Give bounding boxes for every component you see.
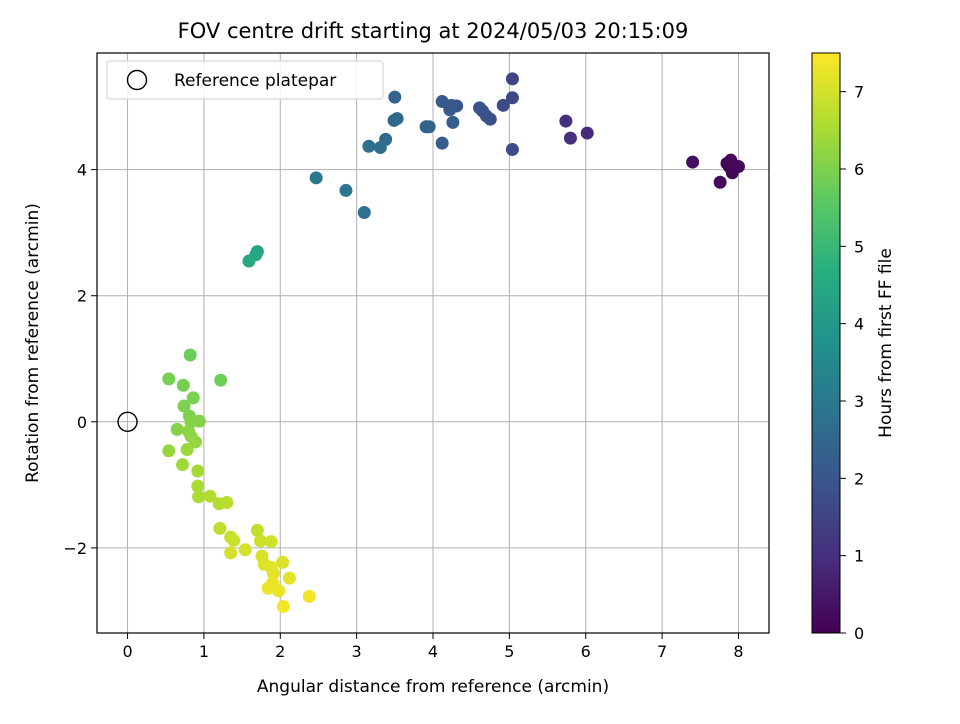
y-axis-label: Rotation from reference (arcmin) <box>23 203 43 483</box>
x-tick-label: 8 <box>733 642 743 661</box>
x-tick-label: 0 <box>122 642 132 661</box>
x-tick-label: 5 <box>504 642 514 661</box>
data-point <box>357 206 371 219</box>
data-point <box>505 142 519 156</box>
data-point <box>191 464 205 478</box>
colorbar-tick-label: 5 <box>854 237 864 256</box>
grid-lines <box>97 53 769 633</box>
colorbar-gradient <box>811 52 841 634</box>
x-tick-label: 1 <box>199 642 209 661</box>
x-axis-ticks: 0 1 2 3 4 5 6 7 8 <box>122 633 744 661</box>
colorbar-tick-label: 1 <box>854 547 864 566</box>
colorbar-ticks: 0 1 2 3 4 5 6 7 <box>840 83 864 643</box>
data-point <box>264 535 278 549</box>
data-point <box>309 171 323 185</box>
data-point <box>214 373 228 387</box>
data-point <box>180 443 194 457</box>
data-point <box>213 521 227 535</box>
colorbar-tick-label: 3 <box>854 392 864 411</box>
data-point <box>339 183 353 197</box>
x-tick-label: 7 <box>657 642 667 661</box>
data-point <box>189 435 203 449</box>
data-point <box>496 98 510 112</box>
data-point <box>724 153 738 167</box>
data-point <box>170 422 184 436</box>
data-point <box>177 399 191 413</box>
data-point <box>227 533 241 547</box>
data-point <box>191 479 205 493</box>
legend-entry-label: Reference platepar <box>174 71 336 91</box>
x-tick-label: 6 <box>581 642 591 661</box>
data-point <box>435 95 449 109</box>
data-point <box>192 490 206 504</box>
data-point <box>505 72 519 86</box>
data-point <box>176 458 190 472</box>
data-point <box>559 114 573 128</box>
data-point <box>272 584 286 598</box>
legend-box <box>106 60 384 100</box>
y-tick-label: 0 <box>77 413 87 432</box>
colorbar-tick-label: 7 <box>854 83 864 102</box>
data-point <box>713 175 727 189</box>
colorbar-label: Hours from first FF file <box>876 248 896 438</box>
data-point <box>302 589 316 603</box>
data-point <box>224 546 238 560</box>
data-point <box>242 254 256 268</box>
data-point <box>388 90 402 104</box>
legend-marker-open-circle <box>126 69 148 91</box>
colorbar-tick-label: 0 <box>854 624 864 643</box>
data-point <box>276 555 290 569</box>
x-tick-label: 3 <box>352 642 362 661</box>
data-point <box>250 523 264 537</box>
colorbar-tick-label: 4 <box>854 315 864 334</box>
data-point <box>186 391 200 405</box>
data-point <box>266 566 280 580</box>
data-point <box>183 348 197 362</box>
data-point <box>505 91 519 105</box>
colorbar: 0 1 2 3 4 5 6 7 Hours from first FF file <box>811 52 896 643</box>
x-axis-label: Angular distance from reference (arcmin) <box>257 677 609 697</box>
data-point <box>203 489 217 503</box>
x-tick-label: 2 <box>275 642 285 661</box>
legend: Reference platepar <box>106 60 384 100</box>
data-point <box>686 155 700 169</box>
x-tick-label: 4 <box>428 642 438 661</box>
data-point <box>387 113 401 127</box>
data-point <box>373 141 387 155</box>
data-point <box>176 378 190 392</box>
chart-title: FOV centre drift starting at 2024/05/03 … <box>178 19 689 43</box>
y-tick-label: 4 <box>77 161 87 180</box>
y-tick-label: 2 <box>77 287 87 306</box>
y-tick-label: −2 <box>63 539 87 558</box>
data-point <box>261 581 275 595</box>
data-point <box>238 543 252 557</box>
data-points <box>117 72 745 614</box>
data-point <box>220 496 234 509</box>
data-point <box>446 115 460 129</box>
data-point <box>253 534 267 548</box>
colorbar-tick-label: 2 <box>854 469 864 488</box>
colorbar-tick-label: 6 <box>854 160 864 179</box>
reference-platepar-marker <box>117 411 138 433</box>
data-point <box>162 444 176 458</box>
data-point <box>162 372 176 386</box>
y-axis-ticks: −2 0 2 4 <box>63 161 97 558</box>
data-point <box>276 600 290 614</box>
data-point <box>435 136 449 150</box>
data-point <box>282 571 296 585</box>
data-point <box>362 139 376 153</box>
data-point <box>443 103 457 117</box>
data-point <box>563 131 577 145</box>
data-point <box>580 126 594 140</box>
data-point <box>419 120 433 134</box>
data-point <box>473 101 487 115</box>
